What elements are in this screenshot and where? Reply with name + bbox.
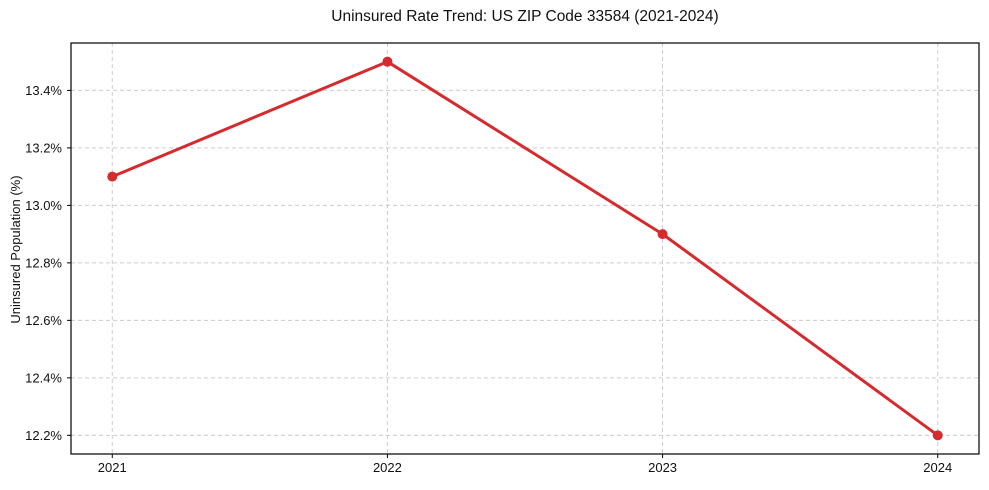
y-tick-label: 12.2% (25, 428, 62, 443)
x-tick-label: 2022 (373, 460, 402, 475)
y-tick-label: 13.0% (25, 198, 62, 213)
x-tick-label: 2023 (648, 460, 677, 475)
x-tick-label: 2021 (98, 460, 127, 475)
data-point-marker (657, 229, 668, 240)
x-tick-label: 2024 (923, 460, 952, 475)
data-point-marker (932, 430, 943, 441)
y-tick-label: 12.4% (25, 370, 62, 385)
y-tick-label: 13.2% (25, 140, 62, 155)
chart-title: Uninsured Rate Trend: US ZIP Code 33584 … (331, 8, 719, 25)
data-point-marker (382, 56, 393, 67)
trend-line (110, 60, 940, 437)
plot-border (70, 42, 980, 455)
y-tick-label: 12.8% (25, 255, 62, 270)
data-point-marker (107, 171, 118, 182)
y-tick-label: 12.6% (25, 313, 62, 328)
y-tick-label: 13.4% (25, 83, 62, 98)
